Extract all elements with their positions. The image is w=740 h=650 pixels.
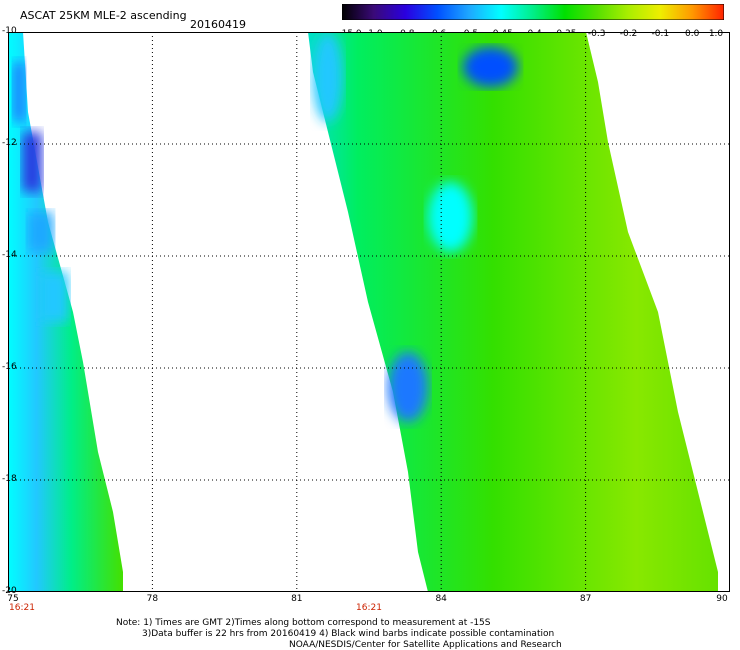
- swath-east-patch: [313, 32, 343, 122]
- swath-west-patch: [28, 212, 53, 252]
- y-tick-label: -12: [2, 138, 17, 148]
- x-tick-label: 84: [435, 594, 447, 604]
- y-tick-label: -18: [2, 474, 17, 484]
- swath-west-patch: [13, 62, 25, 122]
- colorbar-label: -0.2: [619, 29, 638, 39]
- y-tick-label: -10: [2, 26, 17, 36]
- colorbar-label: -0.1: [651, 29, 670, 39]
- y-tick-label: -14: [2, 250, 17, 260]
- swath-east-patch: [428, 182, 473, 252]
- x-tick-label: 81: [291, 594, 303, 604]
- colorbar-label: -0.3: [587, 29, 606, 39]
- swath-map: [7, 31, 731, 593]
- x-tick-label: 90: [716, 594, 728, 604]
- y-tick-label: -16: [2, 362, 17, 372]
- swath-east-patch: [388, 352, 428, 422]
- y-tick-label: -20: [2, 586, 17, 596]
- swath-east-patch: [463, 47, 518, 87]
- map-plot: 75 78 81 84 87 90 -10 -12 -14 -16 -18 -20 16:21 16:21: [2, 26, 731, 613]
- swath-west-patch: [38, 272, 68, 322]
- map-frame: [8, 32, 730, 592]
- colorbar-gradient: [341, 3, 725, 21]
- swath-west-patch: [22, 132, 42, 192]
- x-tick-label: 75: [7, 594, 19, 604]
- time-label: 16:21: [9, 603, 35, 613]
- chart-title: ASCAT 25KM MLE-2 ascending: [20, 9, 187, 22]
- colorbar-label: 0.0: [684, 29, 700, 39]
- footer-note-1: Note: 1) Times are GMT 2)Times along bot…: [116, 618, 491, 628]
- swath-east: [308, 32, 718, 592]
- footer-credit: NOAA/NESDIS/Center for Satellite Applica…: [289, 640, 562, 650]
- x-tick-label: 78: [146, 594, 159, 604]
- chart-date: 20160419: [190, 18, 246, 31]
- x-tick-label: 87: [579, 594, 592, 604]
- colorbar-label: 1.0: [708, 29, 724, 39]
- time-label: 16:21: [356, 603, 382, 613]
- footer-note-2: 3)Data buffer is 22 hrs from 20160419 4)…: [142, 629, 555, 639]
- colorbar-ramp: [341, 3, 725, 23]
